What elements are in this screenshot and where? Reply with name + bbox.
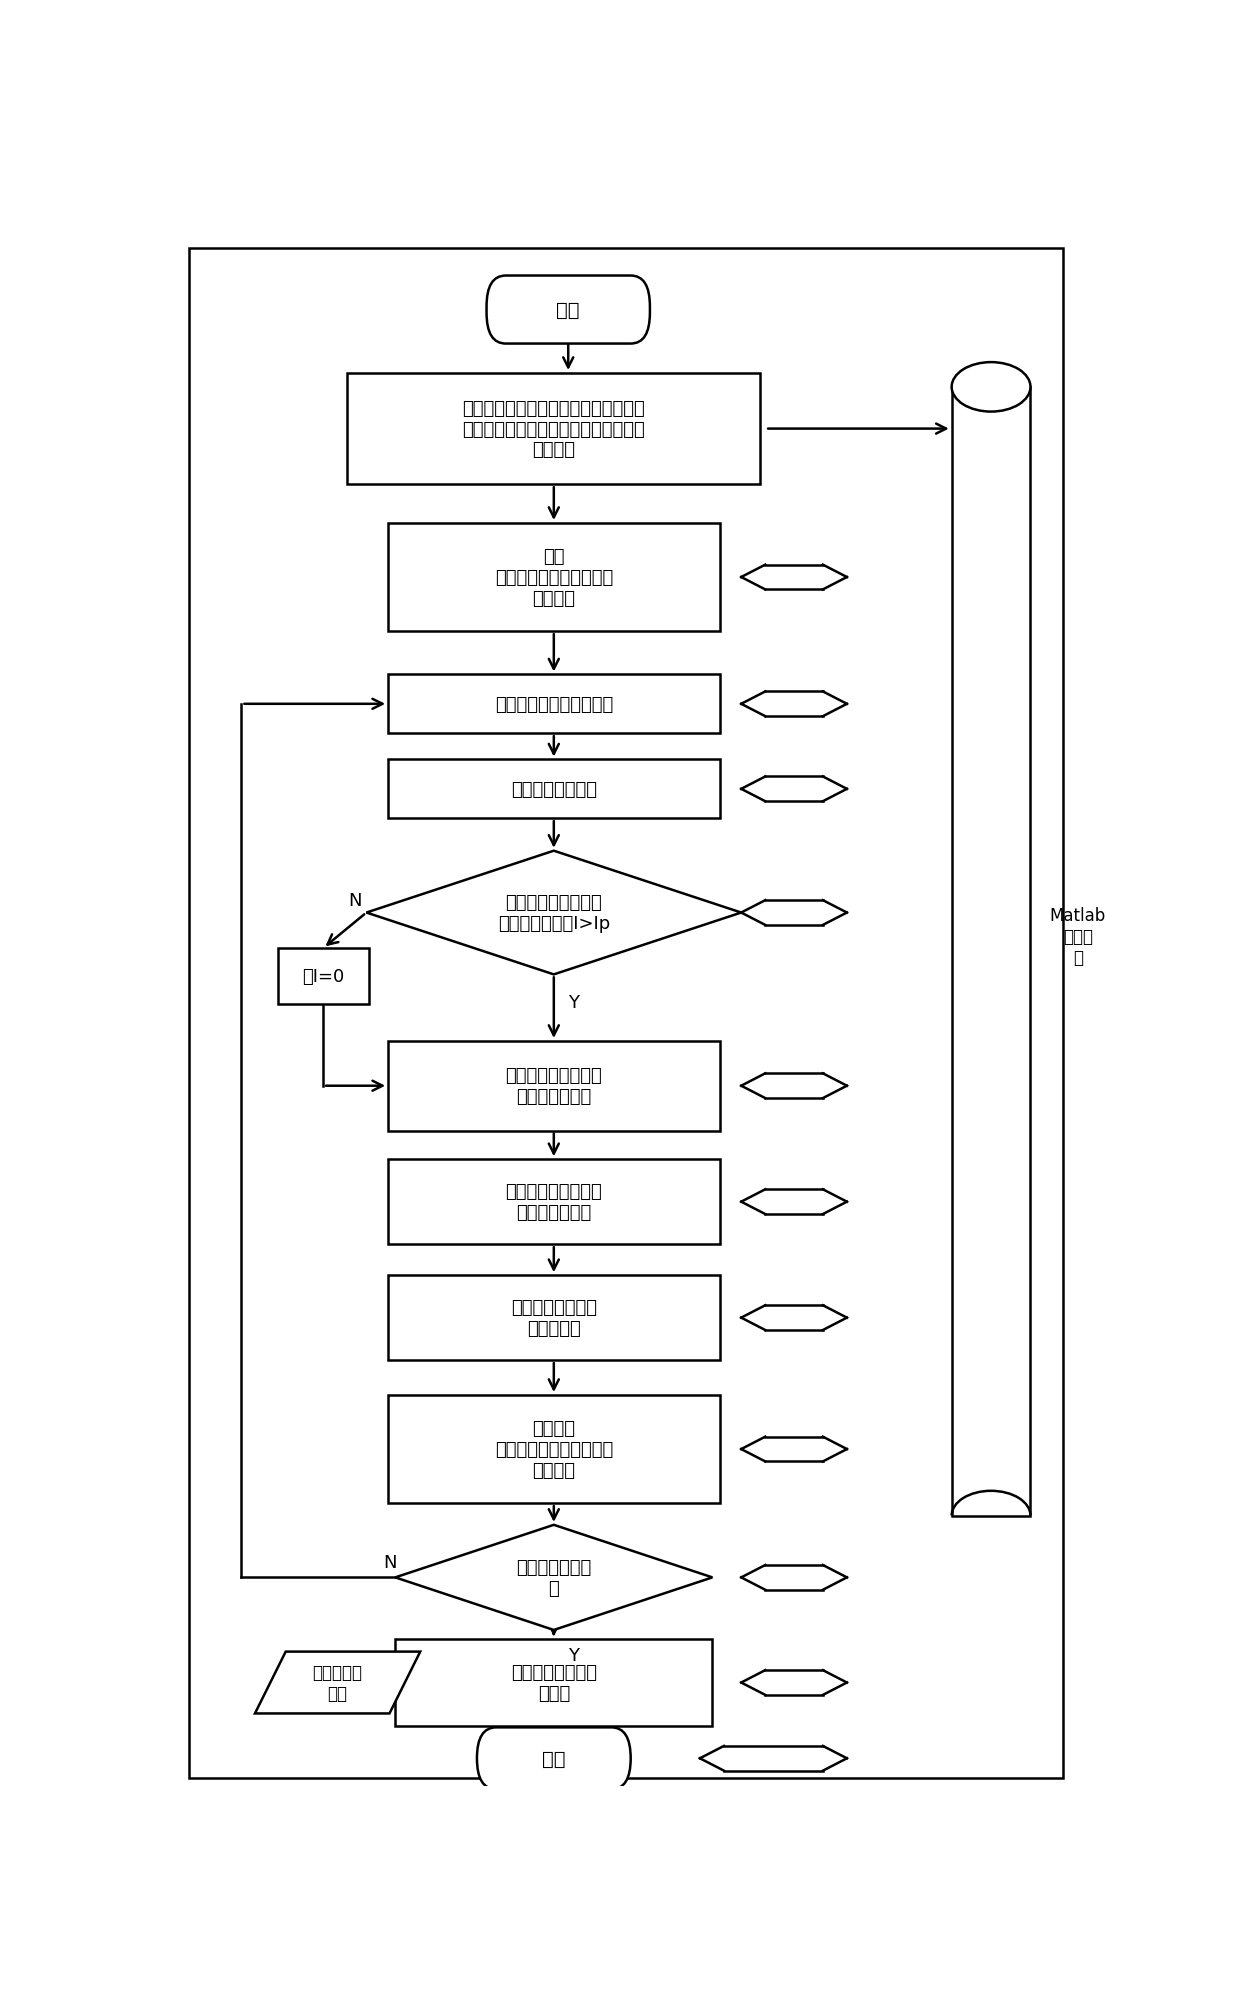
Text: 阳极表面控制点的法
向电流密度模：I>Ip: 阳极表面控制点的法 向电流密度模：I>Ip	[497, 893, 610, 933]
Polygon shape	[396, 1525, 712, 1630]
Bar	[278, 949, 368, 1004]
Text: 旋印电解加工结
束: 旋印电解加工结 束	[516, 1557, 591, 1598]
Bar	[388, 1395, 719, 1503]
Text: N: N	[348, 891, 362, 909]
Text: Matlab
数据存
储: Matlab 数据存 储	[1049, 907, 1106, 965]
Text: 求解阳极表面控制点
的法向溶解模型: 求解阳极表面控制点 的法向溶解模型	[506, 1068, 603, 1106]
Bar	[388, 761, 719, 819]
Ellipse shape	[951, 363, 1030, 411]
Polygon shape	[367, 851, 742, 975]
Bar	[388, 524, 719, 632]
Text: 重新构建
电解加工电势分布的等效
求解模型: 重新构建 电解加工电势分布的等效 求解模型	[495, 1419, 613, 1479]
Bar	[388, 1160, 719, 1244]
Bar	[951, 387, 1030, 1515]
Text: Y: Y	[568, 993, 579, 1012]
Text: N: N	[383, 1553, 397, 1571]
Text: 求解加工间隙的动
态变化模型: 求解加工间隙的动 态变化模型	[511, 1299, 596, 1337]
Text: Y: Y	[568, 1646, 579, 1664]
Polygon shape	[255, 1652, 420, 1714]
Text: 令I=0: 令I=0	[303, 967, 345, 985]
Text: 构建
电解加工电势分布的等效
求解模型: 构建 电解加工电势分布的等效 求解模型	[495, 548, 613, 608]
Text: 输入阳极工件半径、阴极工具半径、加
工间隙、进给速度、阳极电压、阴极电
压初始值: 输入阳极工件半径、阴极工具半径、加 工间隙、进给速度、阳极电压、阴极电 压初始值	[463, 399, 645, 460]
Bar	[388, 1276, 719, 1361]
Text: 求解电场数学模型: 求解电场数学模型	[511, 781, 596, 799]
Text: 结束: 结束	[542, 1748, 565, 1768]
Bar	[388, 1042, 719, 1132]
Text: 阳极工件几何控制点离散: 阳极工件几何控制点离散	[495, 696, 613, 712]
Bar	[347, 373, 760, 486]
Text: 输出数据、
图片: 输出数据、 图片	[312, 1664, 362, 1702]
FancyBboxPatch shape	[477, 1728, 631, 1790]
Text: 阳极表面控制点溶解
过程离散、迭加: 阳极表面控制点溶解 过程离散、迭加	[506, 1182, 603, 1222]
Text: 开始: 开始	[557, 301, 580, 319]
Text: 数据结果存储和结
果分析: 数据结果存储和结 果分析	[511, 1664, 596, 1702]
Bar	[388, 674, 719, 735]
FancyBboxPatch shape	[486, 277, 650, 345]
Bar	[396, 1640, 712, 1726]
